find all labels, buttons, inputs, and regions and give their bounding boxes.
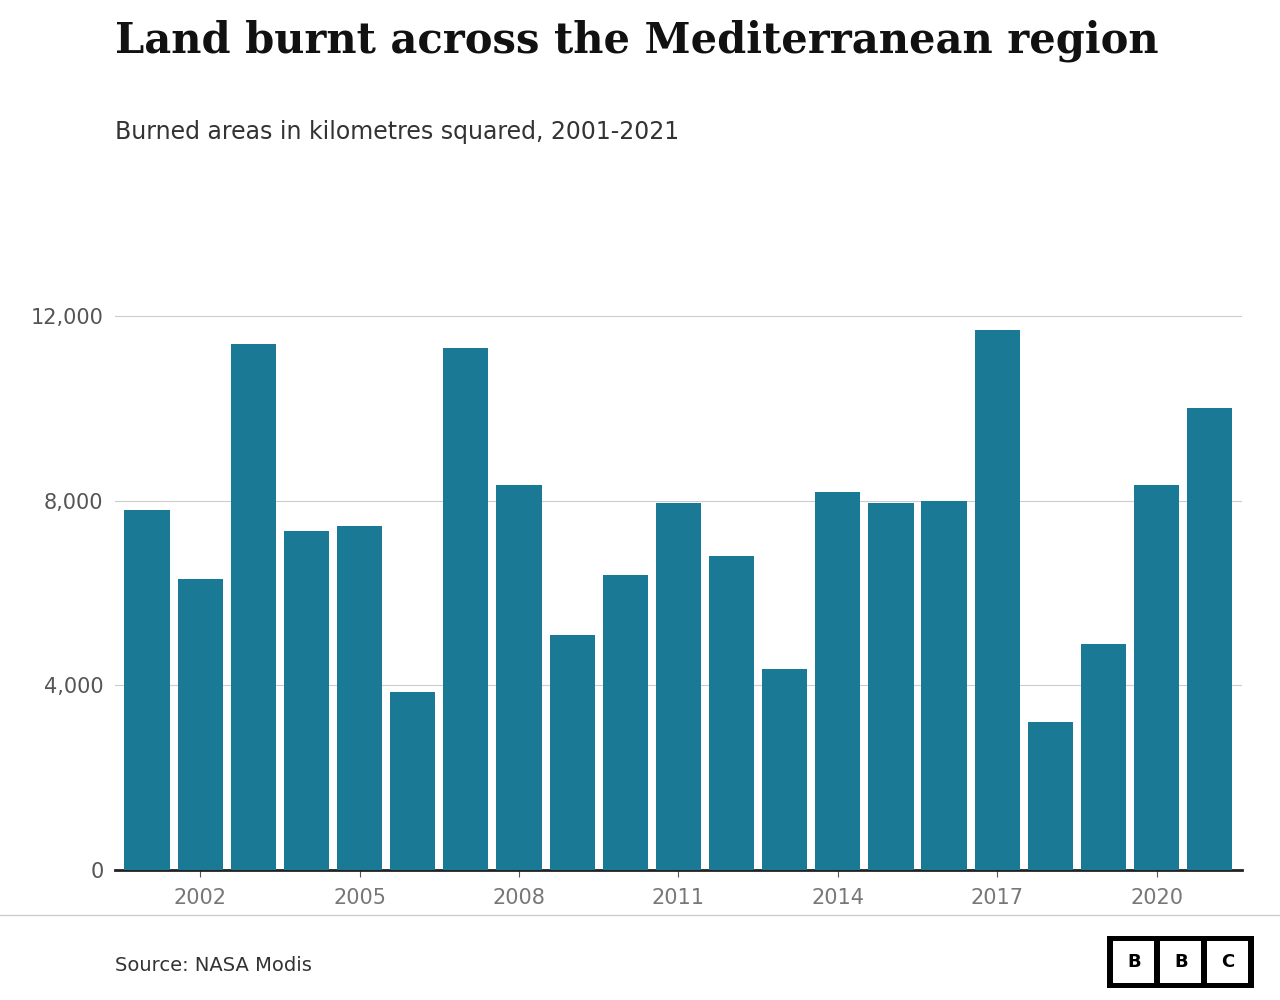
Bar	[497, 485, 541, 870]
Bar	[390, 692, 435, 870]
Bar	[178, 579, 223, 870]
Bar	[655, 503, 701, 870]
Bar	[124, 510, 170, 870]
Text: Source: NASA Modis: Source: NASA Modis	[115, 956, 312, 975]
Text: C: C	[1221, 953, 1234, 971]
Bar	[1187, 408, 1233, 870]
Text: Land burnt across the Mediterranean region: Land burnt across the Mediterranean regi…	[115, 20, 1158, 62]
Bar	[1134, 485, 1179, 870]
Text: B: B	[1174, 953, 1188, 971]
Bar	[337, 526, 383, 870]
Bar	[1080, 644, 1126, 870]
Bar	[549, 635, 595, 870]
Bar	[603, 575, 648, 870]
Bar	[284, 531, 329, 870]
Text: B: B	[1126, 953, 1140, 971]
Bar	[1028, 722, 1073, 870]
Bar	[230, 344, 276, 870]
Bar	[922, 501, 966, 870]
Text: Burned areas in kilometres squared, 2001-2021: Burned areas in kilometres squared, 2001…	[115, 120, 680, 144]
Bar	[868, 503, 914, 870]
Bar	[709, 556, 754, 870]
Bar	[443, 348, 489, 870]
Bar	[815, 492, 860, 870]
Bar	[974, 330, 1020, 870]
Bar	[762, 669, 808, 870]
